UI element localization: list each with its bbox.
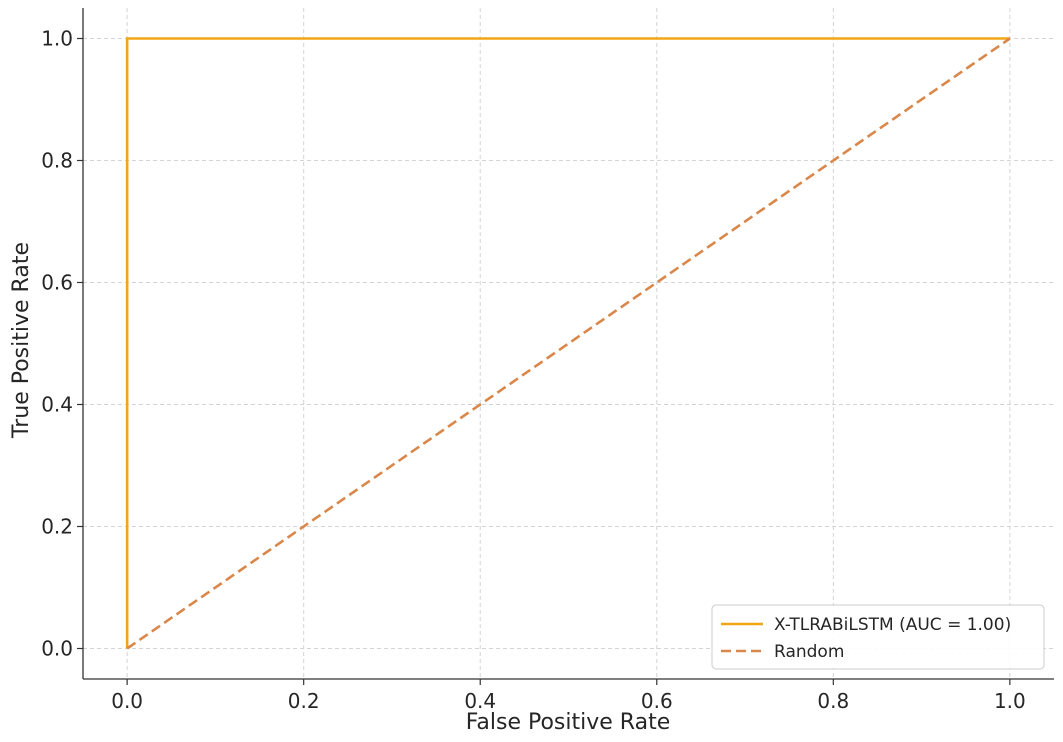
- y-tick-label: 0.4: [41, 393, 73, 417]
- y-axis-label: True Positive Rate: [9, 242, 34, 439]
- x-tick-label: 0.2: [288, 689, 320, 713]
- legend-box: [711, 604, 1045, 670]
- y-tick-label: 0.2: [41, 515, 73, 539]
- series-layer: [125, 37, 1011, 650]
- axes: [77, 8, 1054, 685]
- x-tick-label: 1.0: [994, 689, 1026, 713]
- x-tick-label: 0.6: [641, 689, 673, 713]
- x-tick-label: 0.0: [111, 689, 143, 713]
- y-tick-label: 0.0: [41, 637, 73, 661]
- y-tick-label: 0.8: [41, 149, 73, 173]
- series-line-model: [125, 37, 1010, 649]
- series-line-random: [126, 37, 1011, 650]
- x-tick-label: 0.4: [464, 689, 496, 713]
- x-axis-label: False Positive Rate: [466, 710, 670, 735]
- tick-labels: 0.0 0.2 0.4 0.6 0.8 1.0 0.0 0.2 0.4 0.6 0.8 1.0: [41, 27, 1026, 714]
- legend-label: Random: [774, 642, 844, 662]
- legend: X-TLRABiLSTM (AUC = 1.00) Random: [711, 604, 1045, 670]
- y-tick-label: 1.0: [41, 27, 73, 51]
- x-tick-label: 0.8: [817, 689, 849, 713]
- y-tick-label: 0.6: [41, 271, 73, 295]
- legend-label: X-TLRABiLSTM (AUC = 1.00): [774, 615, 1011, 635]
